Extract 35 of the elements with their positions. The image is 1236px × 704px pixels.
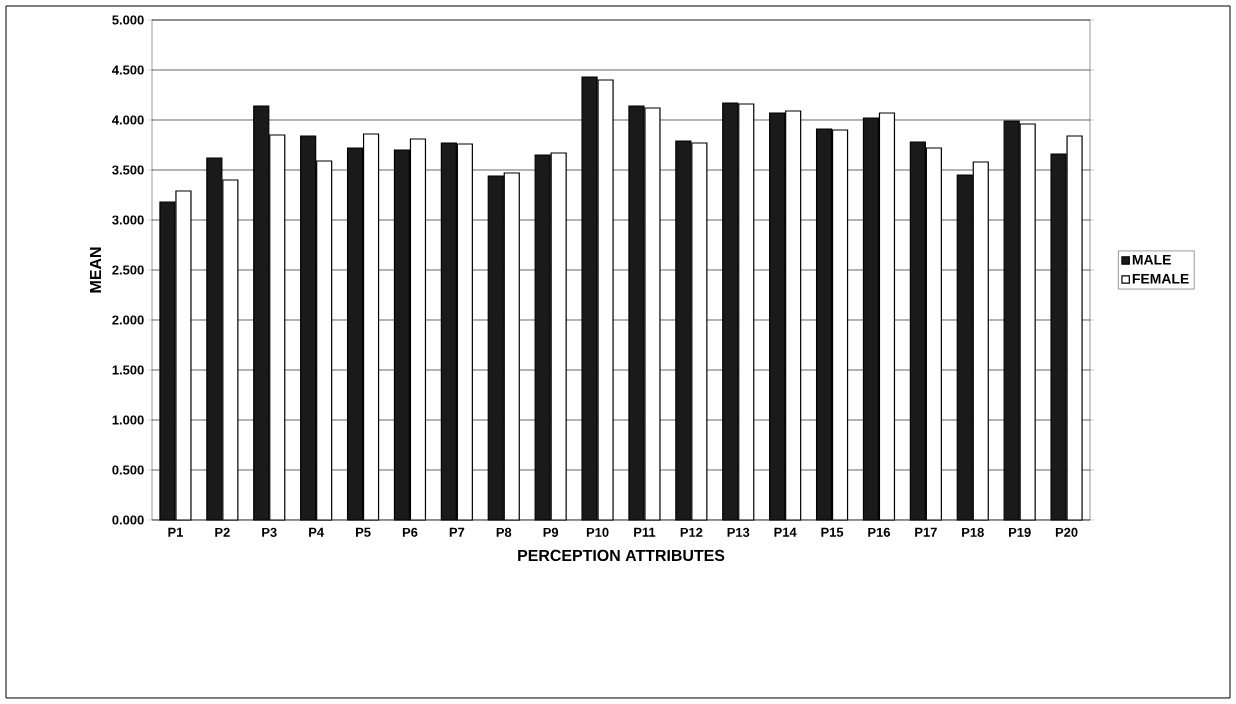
x-tick-label: P6	[402, 527, 418, 537]
x-tick-label: P18	[962, 527, 984, 537]
x-tick-label: P14	[774, 527, 797, 537]
x-tick-label: P13	[727, 527, 750, 537]
legend-label: FEMALE	[1132, 273, 1189, 284]
x-tick-label: P15	[821, 527, 844, 537]
y-tick-label: 4.500	[112, 65, 144, 75]
x-tick-label: P10	[586, 527, 609, 537]
x-tick-label: P19	[1009, 527, 1031, 537]
x-tick-label: P12	[680, 527, 703, 537]
legend-label: MALE	[1132, 254, 1171, 265]
x-tick-label: P2	[215, 527, 230, 537]
x-tick-label: P11	[634, 527, 656, 537]
x-tick-label: P7	[449, 527, 465, 537]
y-tick-label: 0.000	[112, 515, 144, 525]
x-axis-title: PERCEPTION ATTRIBUTES	[518, 549, 725, 562]
y-tick-label: 3.000	[112, 215, 144, 225]
y-tick-label: 4.000	[112, 115, 144, 125]
y-tick-label: 2.500	[112, 265, 144, 275]
x-tick-label: P20	[1055, 527, 1078, 537]
x-tick-label: P8	[496, 527, 512, 537]
x-tick-label: P17	[915, 527, 937, 537]
y-tick-label: 3.500	[112, 165, 144, 175]
x-tick-label: P3	[262, 527, 277, 537]
y-axis-title: MEAN	[90, 247, 101, 293]
y-tick-label: 1.000	[112, 415, 144, 425]
x-tick-label: P1	[168, 527, 184, 537]
y-tick-label: 1.500	[112, 365, 144, 375]
y-tick-label: 0.500	[112, 465, 144, 475]
x-tick-label: P5	[356, 527, 371, 537]
x-tick-label: P16	[868, 527, 891, 537]
y-tick-label: 2.000	[112, 315, 144, 325]
y-tick-label: 5.000	[112, 15, 144, 25]
x-tick-label: P9	[543, 527, 559, 537]
x-tick-label: P4	[309, 527, 325, 537]
